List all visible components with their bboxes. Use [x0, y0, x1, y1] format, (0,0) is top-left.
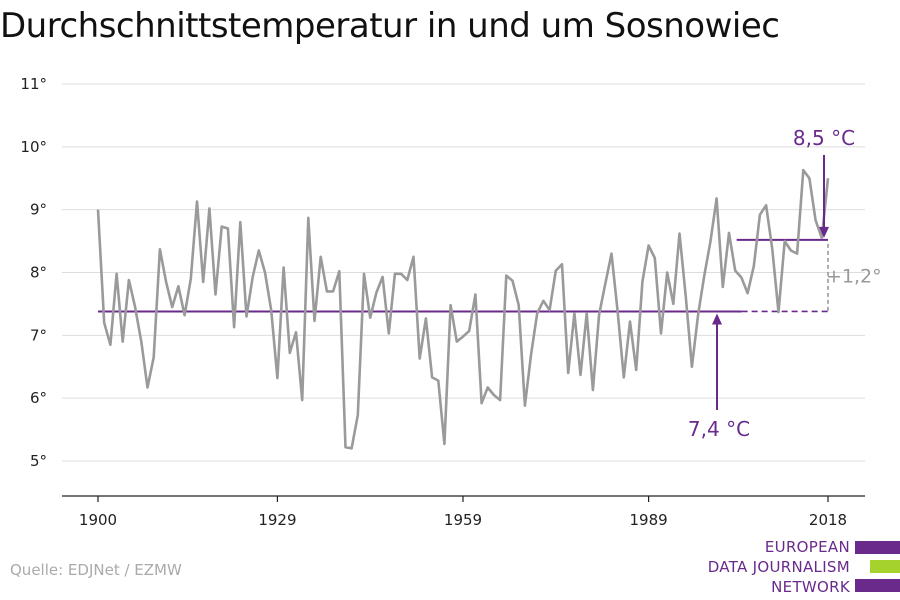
y-tick-label-9: 9° — [30, 201, 47, 219]
label-8-5: 8,5 °C — [793, 126, 855, 150]
reference-lines — [98, 238, 829, 313]
y-tick-label-7: 7° — [30, 326, 47, 344]
series-group — [96, 168, 830, 450]
x-tick-label-1900: 1900 — [79, 511, 117, 529]
y-tick-label-10: 10° — [20, 138, 47, 156]
x-tick-label-2018: 2018 — [809, 511, 847, 529]
y-tick-label-6: 6° — [30, 389, 47, 407]
source-note: Quelle: EDJNet / EZMW — [10, 561, 182, 579]
y-tick-label-8: 8° — [30, 264, 47, 282]
logo-line-data-journalism: DATA JOURNALISM — [707, 558, 850, 576]
logo-bar-purple-top — [855, 541, 900, 554]
logo-bar-green — [870, 560, 900, 573]
logo-line-european: EUROPEAN — [764, 538, 850, 556]
annotations: 8,5 °C 7,4 °C +1,2° — [688, 126, 882, 441]
x-axis: 1900 1929 1959 1989 2018 — [62, 495, 865, 529]
arrow-7-4-head — [712, 313, 722, 325]
label-7-4: 7,4 °C — [688, 417, 750, 441]
arrow-8-5-head — [819, 226, 829, 238]
edjnet-logo: EUROPEAN DATA JOURNALISM NETWORK — [700, 538, 900, 600]
logo-bar-purple-bottom — [855, 579, 900, 592]
difference-label: +1,2° — [826, 266, 882, 288]
x-tick-label-1959: 1959 — [444, 511, 482, 529]
logo-line-network: NETWORK — [771, 578, 850, 596]
chart-title: Durchschnittstemperatur in und um Sosnow… — [0, 6, 780, 46]
y-axis: 5° 6° 7° 8° 9° 10° 11° — [20, 75, 47, 470]
x-tick-label-1989: 1989 — [629, 511, 667, 529]
series-line — [96, 168, 830, 450]
x-tick-label-1929: 1929 — [258, 511, 296, 529]
y-tick-label-5: 5° — [30, 452, 47, 470]
y-tick-label-11: 11° — [20, 75, 47, 93]
grid-lines — [62, 83, 865, 462]
